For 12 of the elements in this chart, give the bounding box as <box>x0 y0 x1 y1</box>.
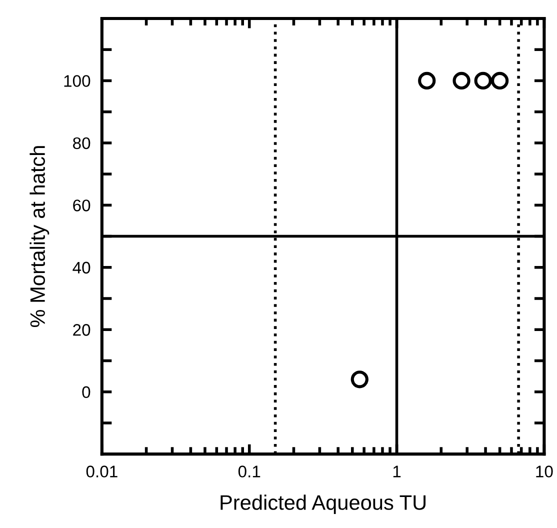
y-tick-label: 0 <box>82 386 90 398</box>
y-axis-title: % Mortality at hatch <box>30 146 50 328</box>
y-tick-label: 20 <box>73 324 90 336</box>
x-tick-label: 10 <box>536 466 553 478</box>
y-tick-label: 80 <box>73 137 90 150</box>
x-tick-label: 0.1 <box>238 466 260 478</box>
x-tick-label: 1 <box>393 466 401 478</box>
x-axis-title: Predicted Aqueous TU <box>220 494 426 514</box>
x-tick-label: 0.01 <box>86 466 118 478</box>
y-tick-label: 40 <box>72 262 90 274</box>
y-tick-label: 100 <box>64 75 90 87</box>
y-tick-label: 60 <box>73 200 90 212</box>
